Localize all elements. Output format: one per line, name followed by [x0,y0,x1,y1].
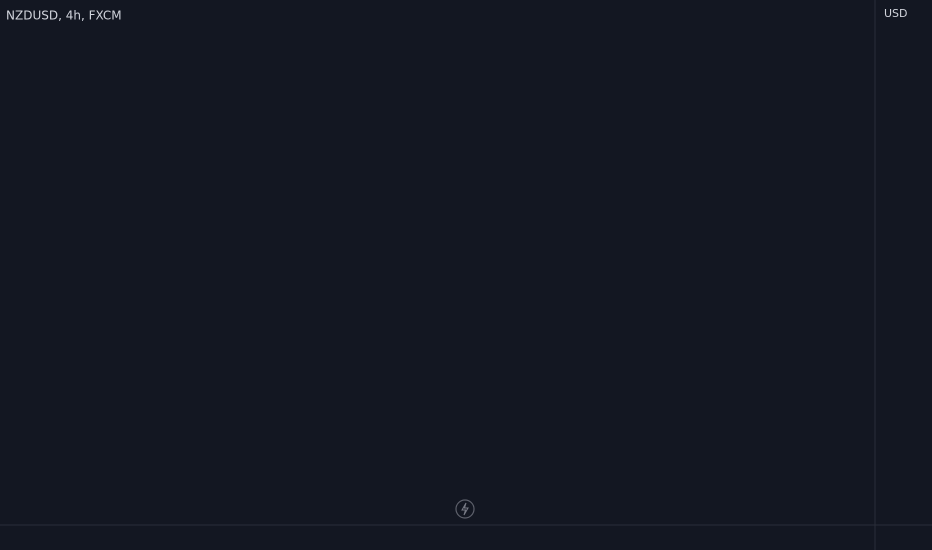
currency-label: USD [884,7,908,20]
chart-title: NZDUSD, 4h, FXCM [6,9,122,23]
icon-bolt [461,502,469,516]
lightning-icon[interactable] [455,499,475,519]
icon-circle [455,499,475,519]
time-axis-panel [0,525,932,550]
price-axis-panel [875,0,932,550]
